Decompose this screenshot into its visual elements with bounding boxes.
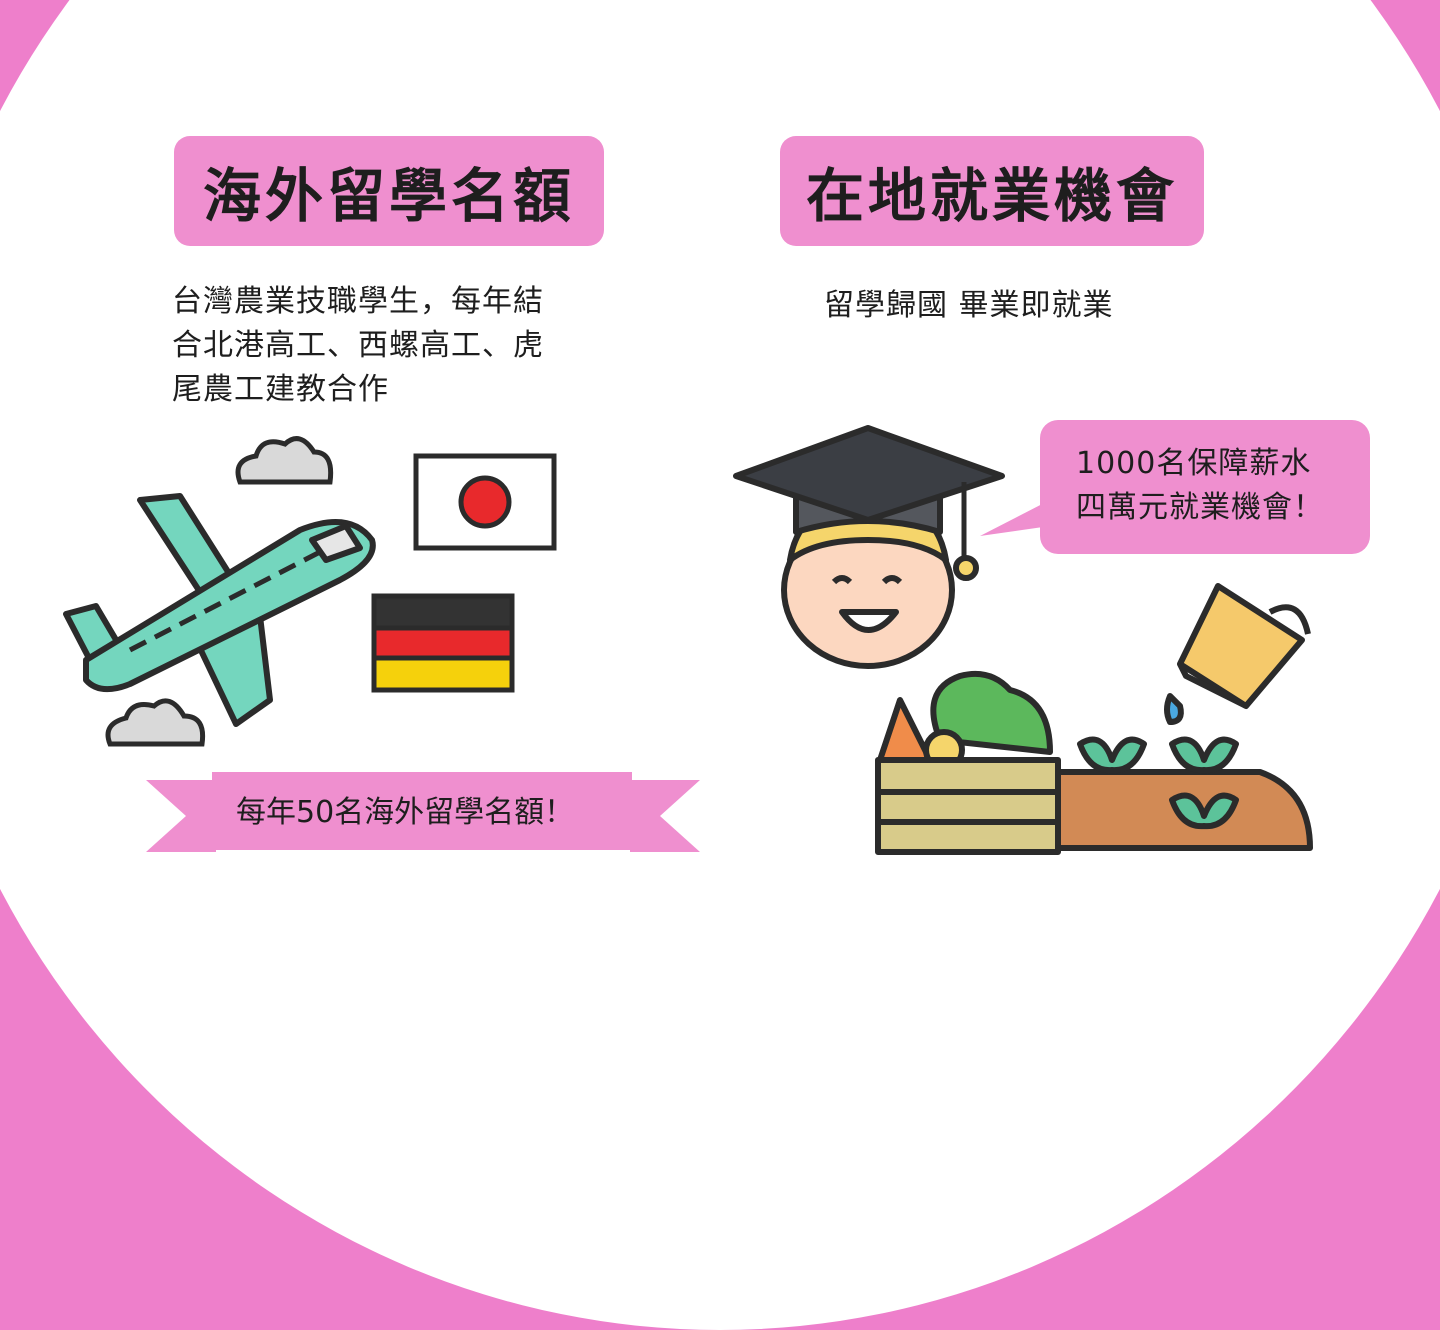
local-jobs-subtitle: 留學歸國 畢業即就業 (824, 288, 1114, 323)
description-line: 台灣農業技職學生，每年結 (172, 284, 544, 319)
seedlings-icon (1055, 736, 1313, 851)
study-abroad-description: 台灣農業技職學生，每年結 合北港高工、西螺高工、虎 尾農工建教合作 (172, 280, 612, 412)
cloud-icon (105, 698, 206, 747)
study-abroad-title: 海外留學名額 (202, 162, 575, 230)
ribbon-banner (146, 772, 700, 852)
airplane-icon (63, 493, 376, 727)
speech-bubble (980, 420, 1370, 554)
graduate-icon (733, 425, 1005, 669)
ribbon-text: 每年50名海外留學名額！ (236, 795, 575, 830)
description-line: 尾農工建教合作 (172, 372, 389, 407)
japan-flag-icon (413, 453, 557, 551)
vegetable-crate-icon (875, 670, 1061, 855)
watering-can-icon (1164, 583, 1311, 725)
bubble-line: 四萬元就業機會！ (1076, 490, 1324, 525)
cloud-icon (235, 436, 334, 485)
speech-bubble-text: 1000名保障薪水 四萬元就業機會！ (1076, 442, 1366, 530)
description-line: 合北港高工、西螺高工、虎 (172, 328, 544, 363)
local-jobs-title: 在地就業機會 (805, 162, 1178, 230)
germany-flag-icon (371, 593, 515, 693)
title-pill-local-jobs: 在地就業機會 (780, 136, 1204, 246)
bubble-line: 1000名保障薪水 (1076, 446, 1312, 481)
illustrations (63, 420, 1370, 855)
title-pill-study-abroad: 海外留學名額 (174, 136, 604, 246)
